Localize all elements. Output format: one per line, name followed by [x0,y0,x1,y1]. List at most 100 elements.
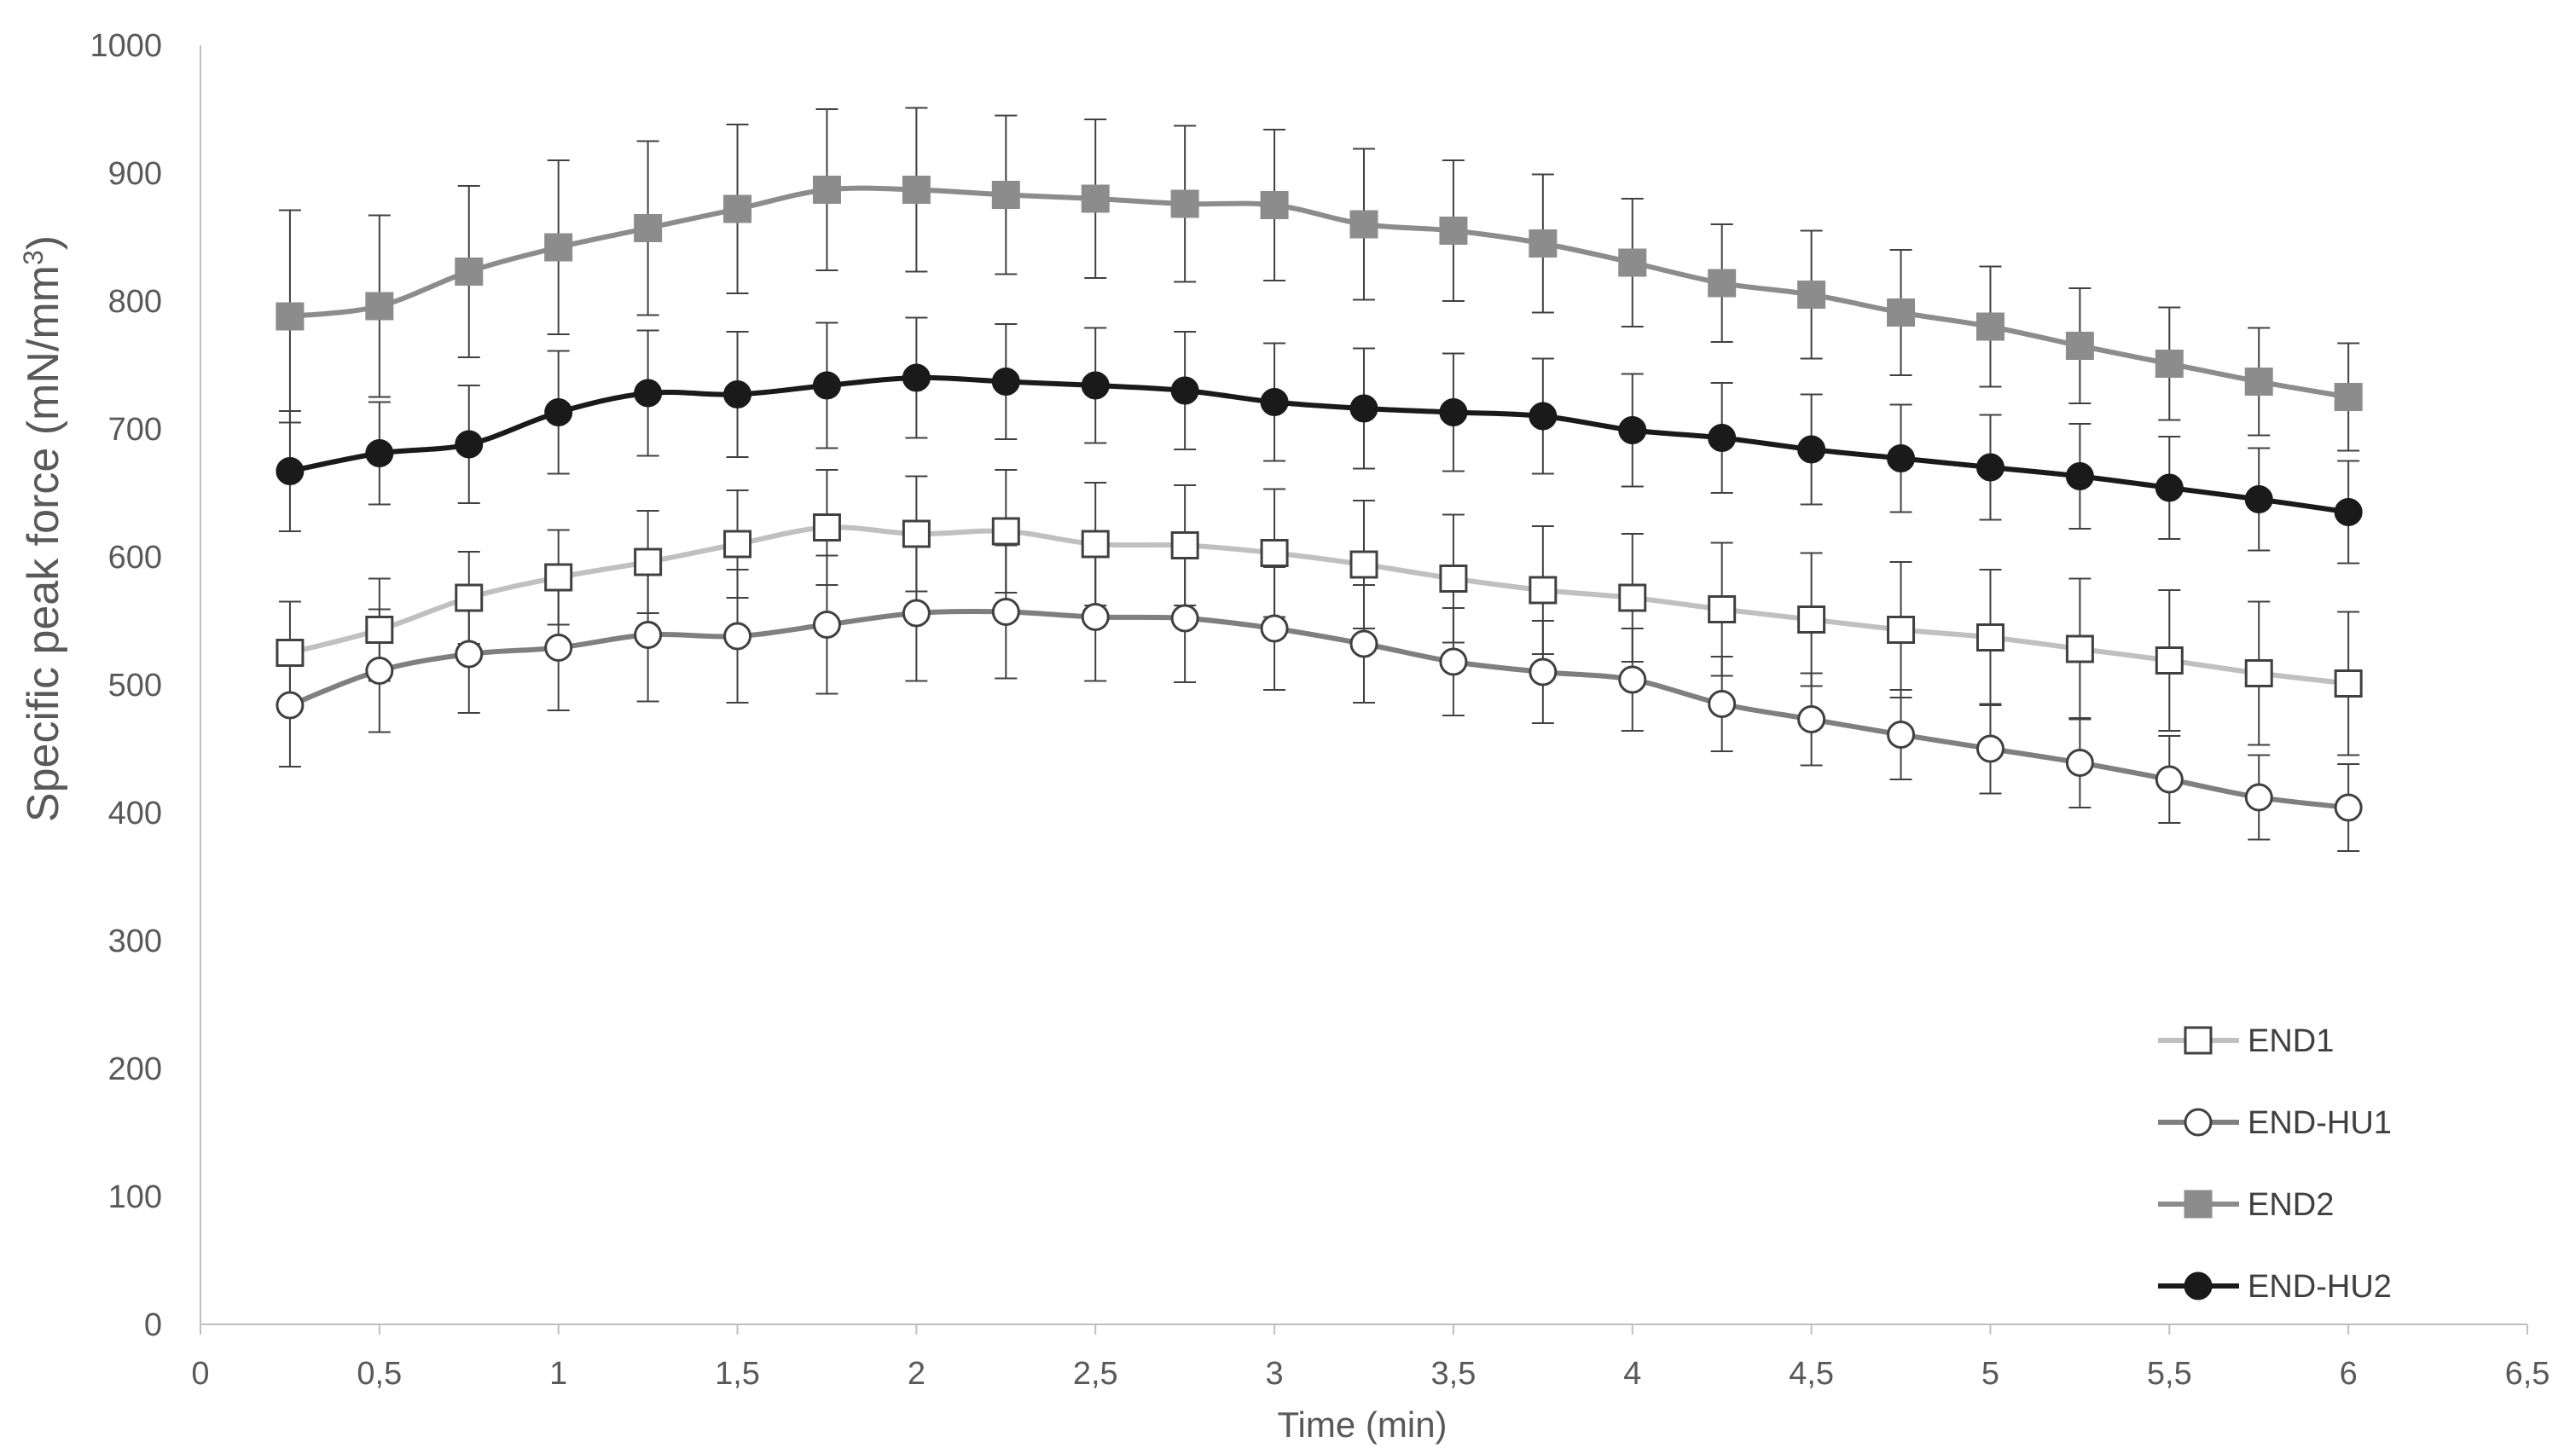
data-point-end1 [2065,634,2094,663]
legend-item-end2: END2 [2158,1187,2334,1223]
x-tick-label: 3 [1266,1356,1284,1392]
x-tick-label: 1 [549,1356,567,1392]
data-point-end2 [634,214,663,242]
series-line-end2 [289,185,2349,400]
data-point-end-hu2 [1708,424,1737,452]
data-point-end2 [1170,189,1199,218]
x-tick-label: 2 [908,1356,925,1392]
data-point-end1 [634,547,663,576]
legend-marker-end2 [2184,1190,2213,1219]
legend-item-end1: END1 [2158,1023,2334,1059]
data-point-end1 [1887,616,1916,644]
data-point-end-hu2 [2334,498,2363,526]
data-point-end-hu2 [1170,376,1199,405]
tick-labels: 0 100 200 300 400 500 600 700 800 900 1000 0 0,5 1 1,5… [90,28,2550,1392]
y-tick-label: 900 [108,156,162,192]
y-tick-label: 700 [108,412,162,448]
x-tick-label: 0 [191,1356,209,1392]
legend-marker-end1 [2184,1026,2213,1055]
x-tick-label: 0,5 [357,1356,402,1392]
data-point-end1 [1976,623,2005,652]
y-tick-label: 300 [108,924,162,959]
x-tick-label: 3,5 [1431,1356,1477,1392]
data-point-end1 [2334,669,2363,698]
data-point-end2 [2244,368,2273,396]
data-point-end-hu1 [991,598,1020,626]
x-tick-label: 5,5 [2147,1356,2192,1392]
legend-marker-end-hu2 [2184,1271,2213,1300]
data-point-end1 [1349,550,1378,579]
data-point-end-hu1 [812,611,841,639]
data-point-end2 [902,176,931,204]
data-point-end-hu1 [544,634,573,662]
data-point-end1 [2244,659,2273,687]
y-axis-title-main: Specific peak force (mN/mm [19,265,68,822]
data-point-end-hu1 [2334,793,2363,822]
y-tick-label: 500 [108,668,162,704]
data-point-end1 [455,583,484,612]
x-tick-label: 6,5 [2505,1356,2550,1392]
data-point-end-hu1 [1887,721,1916,749]
data-point-end-hu1 [1976,734,2005,763]
data-point-end-hu1 [2065,749,2094,777]
data-point-end-hu1 [1349,629,1378,658]
data-point-end-hu1 [1529,657,1558,686]
data-point-end-hu1 [365,657,394,685]
data-point-end1 [1708,595,1737,623]
y-tick-label: 1000 [90,28,162,64]
legend-item-end-hu1: END-HU1 [2158,1105,2392,1141]
data-point-end-hu2 [1439,398,1468,426]
data-point-end1 [1797,605,1826,634]
data-point-end2 [2334,383,2363,411]
data-point-end-hu1 [1439,647,1468,676]
legend: END1 END-HU1 END2 END-HU2 [2158,1023,2392,1305]
data-point-end2 [1618,248,1647,277]
data-point-end-hu2 [812,371,841,400]
data-point-end-hu1 [455,640,484,669]
data-point-end-hu2 [1797,435,1826,464]
data-point-end1 [1081,530,1110,559]
data-point-end1 [544,563,573,592]
series-line-end-hu2 [289,374,2349,515]
data-point-end-hu1 [1797,705,1826,733]
x-tick-label: 4,5 [1789,1356,1834,1392]
x-tick-label: 4 [1623,1356,1641,1392]
data-point-end2 [544,233,573,262]
x-tick-label: 1,5 [715,1356,760,1392]
data-point-end-hu2 [902,363,931,392]
data-point-end2 [1529,229,1558,258]
legend-label-end2: END2 [2248,1187,2334,1223]
y-axis-title-close: ) [19,235,68,250]
data-point-end2 [455,258,484,286]
data-point-end-hu1 [2244,783,2273,812]
data-point-end-hu1 [902,599,931,628]
data-point-end1 [1439,565,1468,593]
data-point-end-hu1 [1618,665,1647,694]
data-point-end-hu2 [1976,453,2005,482]
data-point-end-hu2 [723,380,752,408]
data-point-end-hu1 [1260,614,1289,643]
data-point-end-hu2 [1081,371,1110,400]
data-point-end1 [902,519,931,548]
data-point-end-hu1 [634,621,663,649]
x-tick-label: 5 [1981,1356,1999,1392]
data-point-end2 [2065,332,2094,360]
data-point-end-hu2 [1618,416,1647,444]
data-point-end-hu1 [1081,603,1110,631]
y-axis-title: Specific peak force (mN/mm3) [18,235,68,822]
data-point-end2 [1260,191,1289,219]
y-tick-label: 600 [108,540,162,576]
data-point-end2 [276,302,305,331]
x-tick-label: 2,5 [1073,1356,1118,1392]
error-bars [278,107,2360,852]
data-point-end-hu2 [1349,394,1378,423]
x-axis-title: Time (min) [1277,1405,1447,1445]
axes [200,45,2528,1335]
y-tick-label: 400 [108,796,162,831]
data-point-end-hu2 [2155,473,2184,502]
legend-label-end1: END1 [2248,1023,2334,1059]
data-point-end-hu2 [1529,402,1558,431]
data-point-end2 [1797,281,1826,309]
legend-marker-end-hu1 [2184,1108,2213,1137]
